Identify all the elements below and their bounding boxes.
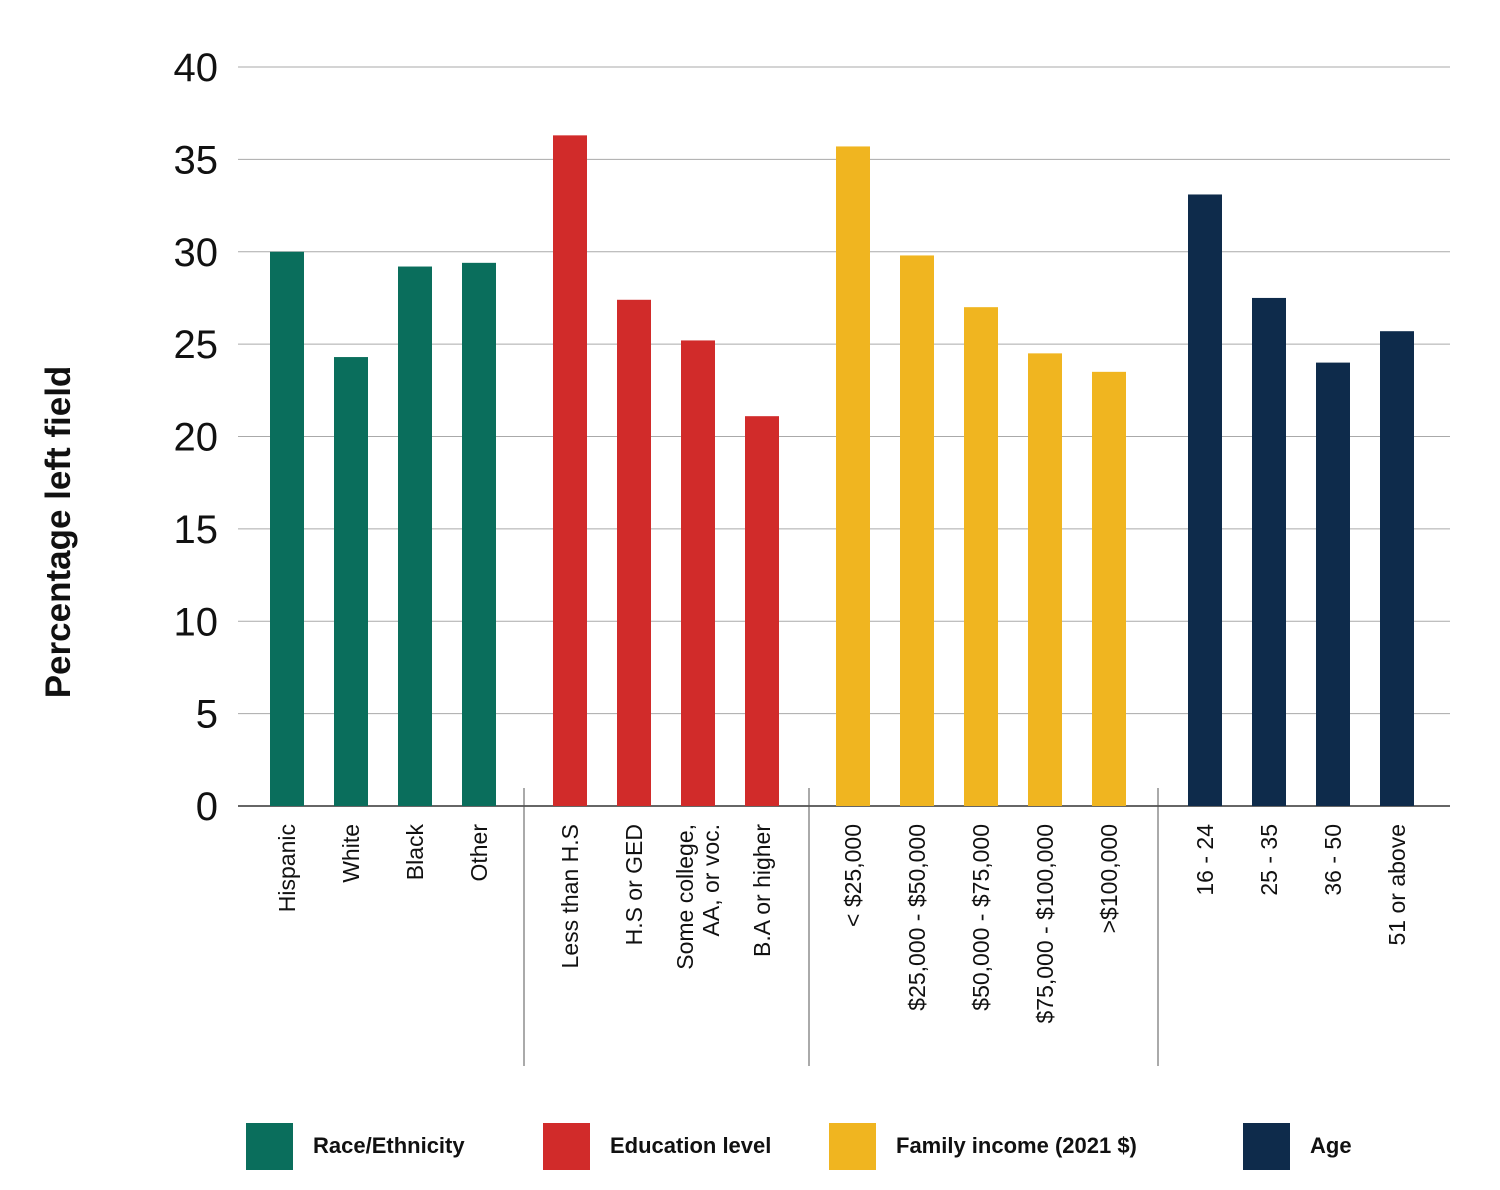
bars <box>270 135 1414 807</box>
y-axis: 0 5 10 15 20 25 30 35 40 <box>174 46 219 829</box>
bar <box>681 340 715 806</box>
legend-label: Family income (2021 $) <box>896 1133 1137 1158</box>
bar <box>1028 353 1062 806</box>
y-tick-label: 25 <box>174 323 219 367</box>
bar <box>964 307 998 806</box>
bar <box>617 299 651 806</box>
x-tick-label: 16 - 24 <box>1192 824 1218 896</box>
x-tick-label: $75,000 - $100,000 <box>1032 824 1058 1024</box>
y-tick-label: 15 <box>174 508 219 552</box>
bar <box>1316 362 1350 806</box>
bar <box>1380 331 1414 806</box>
bar <box>1092 371 1126 806</box>
y-tick-label: 35 <box>174 138 219 182</box>
x-tick-label: < $25,000 <box>840 824 866 927</box>
y-axis-label: Percentage left field <box>39 366 78 699</box>
x-tick-label: 25 - 35 <box>1256 824 1282 896</box>
x-tick-label: Black <box>402 824 428 881</box>
x-tick-label: $50,000 - $75,000 <box>968 824 994 1011</box>
legend-item: Age <box>1243 1123 1352 1170</box>
bar <box>270 251 304 806</box>
y-tick-label: 30 <box>174 231 219 275</box>
x-tick-label: 51 or above <box>1384 824 1410 945</box>
legend-label: Race/Ethnicity <box>313 1133 465 1158</box>
y-tick-label: 0 <box>196 785 218 829</box>
legend-swatch <box>246 1123 293 1170</box>
x-axis: Hispanic White Black Other Less than H.S H.S … <box>274 824 1410 1024</box>
x-tick-label: 36 - 50 <box>1320 824 1346 896</box>
y-tick-label: 40 <box>174 46 219 90</box>
legend: Race/Ethnicity Education level Family inco… <box>246 1123 1352 1170</box>
legend-label: Age <box>1310 1133 1352 1158</box>
x-tick-label: H.S or GED <box>621 824 647 945</box>
bar <box>1252 297 1286 806</box>
legend-swatch <box>829 1123 876 1170</box>
bar <box>398 266 432 806</box>
bar <box>553 135 587 807</box>
x-tick-label: Some college, <box>672 824 698 970</box>
x-tick-label: B.A or higher <box>749 824 775 957</box>
legend-swatch <box>1243 1123 1290 1170</box>
legend-swatch <box>543 1123 590 1170</box>
legend-item: Family income (2021 $) <box>829 1123 1137 1170</box>
bar <box>836 146 870 806</box>
x-tick-label: >$100,000 <box>1096 824 1122 933</box>
legend-item: Race/Ethnicity <box>246 1123 465 1170</box>
legend-label: Education level <box>610 1133 771 1158</box>
bar <box>462 262 496 807</box>
x-tick-label: Hispanic <box>274 824 300 912</box>
group-separators <box>523 788 1159 1066</box>
y-tick-label: 5 <box>196 693 218 737</box>
bar <box>900 255 934 806</box>
x-tick-label: $25,000 - $50,000 <box>904 824 930 1011</box>
bar <box>1188 194 1222 807</box>
legend-item: Education level <box>543 1123 771 1170</box>
y-tick-label: 20 <box>174 416 219 460</box>
x-tick-label: White <box>338 824 364 883</box>
y-tick-label: 10 <box>174 600 219 644</box>
x-tick-label: Other <box>466 824 492 882</box>
bar <box>745 416 779 806</box>
x-tick-label: AA, or voc. <box>698 824 724 936</box>
bar <box>334 357 368 806</box>
x-tick-label: Less than H.S <box>557 824 583 968</box>
